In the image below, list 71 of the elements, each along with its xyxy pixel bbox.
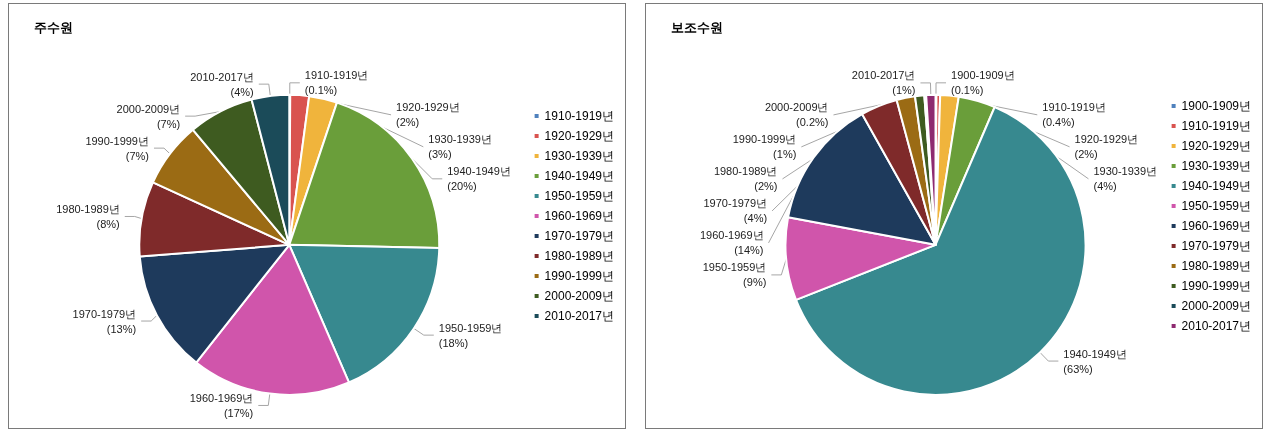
legend-label: 1910-1919년 [1181,119,1251,133]
slice-label: 1960-1969년 [699,229,764,242]
data-label: (4%) [1093,180,1117,193]
data-label: (17%) [223,406,254,419]
legend-label: 1950-1959년 [544,189,614,203]
legend-label: 1930-1939년 [1181,159,1251,173]
data-label: (63%) [1063,362,1093,375]
slice-label: 1950-1959년 [702,261,767,274]
slice-label: 1970-1979년 [72,307,137,320]
data-label: (8%) [96,217,120,230]
slice-label: 1910-1919년 [304,69,369,82]
legend-label: 1900-1909년 [1181,99,1251,113]
slice-label: 1930-1939년 [1093,165,1158,178]
slice-label: 2000-2009년 [116,102,181,115]
slice-label: 2000-2009년 [764,101,829,114]
data-label: (0.4%) [1042,116,1075,129]
data-label: (0.1%) [951,84,984,97]
data-label: (2%) [1074,148,1098,161]
legend-label: 1990-1999년 [544,269,614,283]
legend-label: 2000-2009년 [544,289,614,303]
data-label: (7%) [125,149,149,162]
slice-label: 1900-1909년 [951,69,1015,82]
data-label: (0.1%) [304,84,338,97]
legend-label: 1990-1999년 [1181,279,1251,293]
legend-label: 1980-1989년 [544,249,614,263]
legend-label: 2010-2017년 [1181,319,1251,333]
slice-label: 1940-1949년 [447,165,511,178]
legend-label: 1920-1929년 [544,129,614,143]
legend-label: 2010-2017년 [544,309,614,323]
slice-label: 1960-1969년 [189,391,254,404]
slice-label: 1990-1999년 [732,133,797,146]
chart-title: 보조수원 [671,20,723,35]
slice-label: 1940-1949년 [1063,347,1127,360]
data-label: (2%) [754,180,778,193]
legend-label: 1960-1969년 [1181,219,1251,233]
legend-label: 2000-2009년 [1181,299,1251,313]
data-label: (2%) [396,116,420,129]
legend-label: 1940-1949년 [1181,179,1251,193]
slice-label: 1990-1999년 [85,134,149,147]
data-label: (0.2%) [796,116,829,129]
data-label: (18%) [438,336,469,349]
legend-label: 1940-1949년 [544,169,614,183]
legend-label: 1960-1969년 [544,209,614,223]
slice-label: 2010-2017년 [851,69,916,82]
data-label: (9%) [743,276,767,289]
data-label: (1%) [773,148,797,161]
legend-label: 1980-1989년 [1181,259,1251,273]
data-label: (1%) [892,84,916,97]
slice-label: 1950-1959년 [438,321,503,334]
slice-label: 2010-2017년 [190,70,254,83]
slice-label: 1920-1929년 [1074,133,1139,146]
slice-label: 1930-1939년 [428,133,492,146]
data-label: (13%) [106,322,137,335]
data-label: (3%) [428,148,452,161]
data-label: (20%) [447,180,477,193]
slice-label: 1910-1919년 [1042,101,1106,114]
data-label: (4%) [230,85,254,98]
legend-label: 1950-1959년 [1181,199,1251,213]
legend-label: 1970-1979년 [1181,239,1251,253]
slice-label: 1980-1989년 [713,165,778,178]
data-label: (4%) [743,212,768,225]
data-label: (14%) [734,244,764,257]
legend-label: 1910-1919년 [544,109,614,123]
legend-label: 1920-1929년 [1181,139,1251,153]
legend-label: 1930-1939년 [544,149,614,163]
data-label: (7%) [156,117,181,130]
slice-label: 1920-1929년 [396,101,460,114]
chart-title: 주수원 [34,20,73,35]
slice-label: 1980-1989년 [56,202,120,215]
legend-label: 1970-1979년 [544,229,614,243]
slice-label: 1970-1979년 [703,197,768,210]
